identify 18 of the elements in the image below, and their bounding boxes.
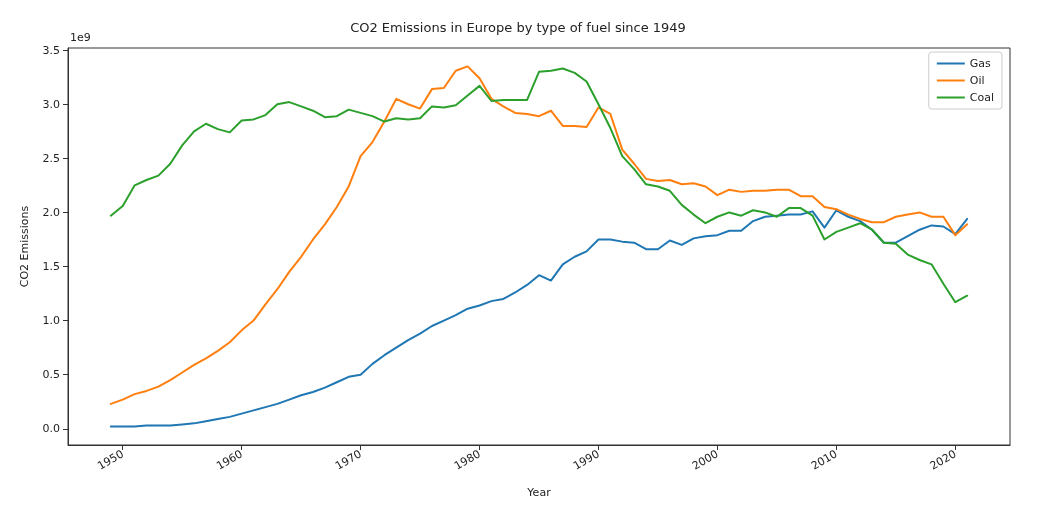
legend-label: Oil: [969, 74, 985, 87]
y-axis-title: CO2 Emissions: [18, 205, 31, 288]
y-tick-label: 2.5: [42, 151, 60, 165]
y-tick-label: 0.0: [42, 422, 60, 436]
legend-label: Coal: [969, 91, 995, 104]
legend-label: Gas: [969, 57, 992, 70]
y-tick-label: 2.0: [42, 205, 60, 219]
y-tick-label: 0.5: [42, 368, 60, 382]
line-series: [109, 67, 969, 304]
x-axis-title: Year: [526, 486, 552, 499]
chart-title: CO2 Emissions in Europe by type of fuel since 1949: [350, 20, 686, 35]
y-tick-label: 3.0: [42, 97, 60, 111]
y-tick-label: 3.5: [42, 43, 60, 57]
line-series: [109, 209, 969, 428]
y-tick-label: 1.0: [42, 314, 60, 328]
line-series: [109, 65, 969, 405]
y-tick-label: 1.5: [42, 260, 60, 274]
text: 1e9: [70, 31, 91, 44]
